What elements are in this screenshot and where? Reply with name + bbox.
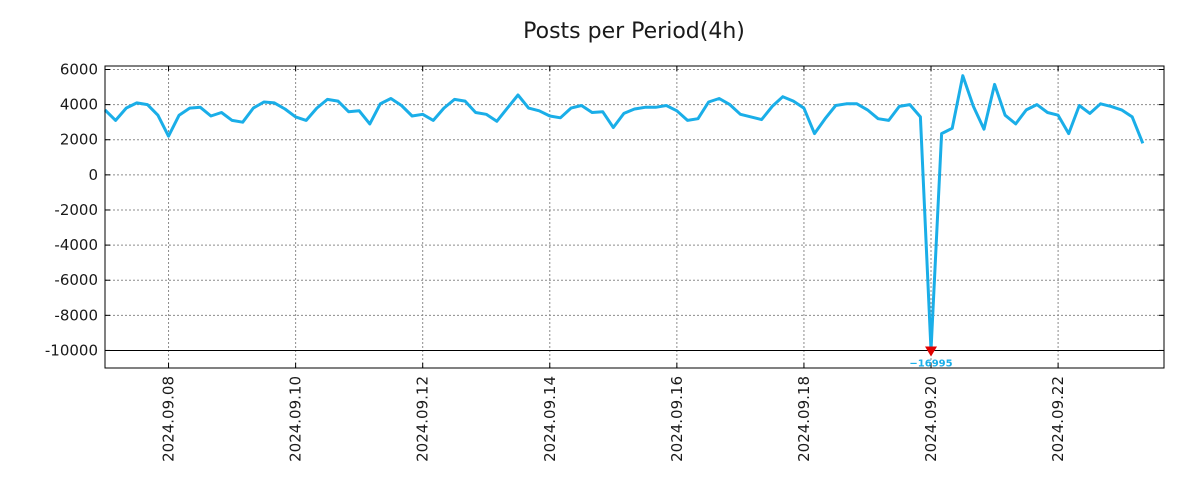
x-tick-label: 2024.09.16 [668, 376, 686, 462]
y-tick-label: -4000 [54, 236, 98, 254]
y-axis-ticks: 6000 4000 2000 0 -2000 -4000 -6000 -8000 -10000 [45, 61, 1164, 359]
plot-frame [104, 65, 1165, 369]
y-tick-label: 4000 [60, 96, 98, 114]
y-tick-label: 2000 [60, 131, 98, 149]
x-tick-label: 2024.09.12 [414, 376, 432, 462]
y-tick-label: -6000 [54, 271, 98, 289]
x-tick-label: 2024.09.08 [160, 376, 178, 462]
y-tick-label: 0 [88, 166, 98, 184]
series-layer [103, 74, 1145, 352]
y-tick-label: -8000 [54, 306, 98, 324]
x-tick-label: 2024.09.20 [922, 376, 940, 462]
min-annotation-label: −16995 [909, 358, 952, 369]
series-line-posts [103, 74, 1145, 352]
annotation-layer: −16995 [909, 346, 953, 369]
x-axis-ticks: 2024.09.08 2024.09.10 2024.09.12 2024.09.14… [160, 66, 1067, 462]
min-marker-icon [925, 346, 938, 357]
y-tick-label: -2000 [54, 201, 98, 219]
y-tick-label: 6000 [60, 61, 98, 79]
y-tick-label: -10000 [45, 341, 98, 359]
x-tick-label: 2024.09.18 [795, 376, 813, 462]
x-tick-label: 2024.09.22 [1049, 376, 1067, 462]
x-tick-label: 2024.09.14 [541, 376, 559, 462]
chart-title: Posts per Period(4h) [523, 19, 745, 44]
x-tick-label: 2024.09.10 [287, 376, 305, 462]
